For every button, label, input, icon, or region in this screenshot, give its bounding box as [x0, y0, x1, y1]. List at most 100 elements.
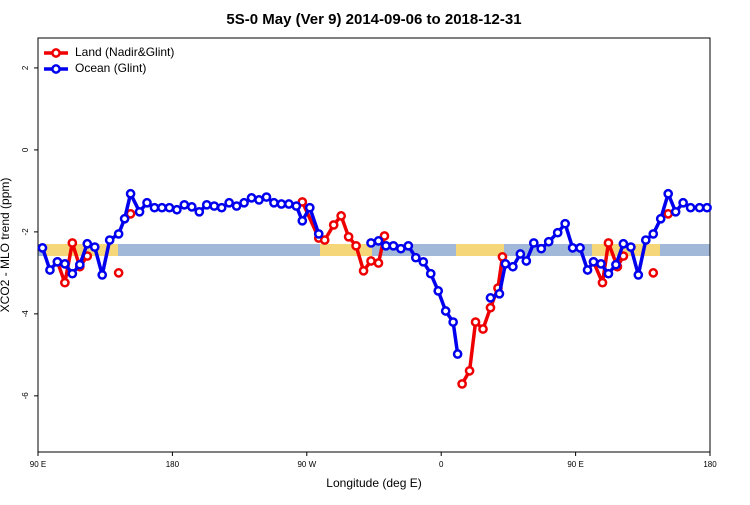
- data-point: [157, 202, 167, 213]
- data-point: [655, 213, 666, 224]
- data-point: [663, 208, 674, 219]
- data-point: [304, 202, 315, 213]
- data-point: [67, 268, 78, 279]
- data-point: [552, 227, 563, 238]
- data-point: [596, 259, 606, 269]
- data-point: [597, 277, 608, 288]
- legend-label: Ocean (Glint): [75, 61, 146, 75]
- data-point: [381, 240, 391, 251]
- plot-frame: [37, 37, 711, 453]
- data-point: [284, 199, 294, 209]
- data-point: [603, 238, 614, 248]
- data-point: [464, 365, 475, 376]
- data-point: [269, 197, 279, 208]
- x-tick-label: 90 W: [297, 460, 316, 469]
- data-point: [104, 235, 115, 245]
- data-point: [396, 243, 406, 254]
- data-point: [319, 235, 330, 245]
- data-point: [500, 259, 511, 269]
- data-point: [678, 197, 688, 208]
- data-point: [45, 265, 55, 275]
- data-point: [67, 238, 78, 248]
- data-point: [60, 259, 70, 269]
- data-point: [448, 317, 458, 327]
- data-point: [179, 199, 190, 210]
- data-point: [508, 261, 518, 272]
- data-point: [478, 324, 488, 334]
- data-point: [485, 302, 496, 313]
- data-point: [457, 379, 467, 389]
- data-point: [291, 201, 302, 211]
- data-point: [297, 215, 308, 226]
- data-point: [74, 259, 85, 270]
- data-point: [97, 270, 108, 280]
- data-point: [410, 252, 421, 263]
- data-point: [366, 256, 376, 266]
- data-point: [246, 193, 257, 203]
- y-tick-label: 2: [21, 65, 30, 70]
- x-tick-label: 90 E: [567, 460, 583, 469]
- data-point: [567, 243, 578, 253]
- data-point: [663, 188, 674, 199]
- x-tick-label: 0: [439, 460, 444, 469]
- data-point: [418, 256, 429, 267]
- data-point: [201, 199, 212, 210]
- land-band: [456, 244, 504, 256]
- data-point: [648, 268, 659, 278]
- data-point: [336, 211, 346, 221]
- data-point: [670, 206, 681, 217]
- data-point: [373, 236, 384, 246]
- y-axis-label: XCO2 - MLO trend (ppm): [0, 178, 12, 313]
- x-tick-label: 180: [703, 460, 717, 469]
- data-point: [640, 235, 651, 245]
- data-point: [134, 206, 145, 217]
- y-tick-label: -4: [21, 310, 30, 318]
- data-point: [343, 231, 354, 242]
- data-point: [119, 213, 130, 224]
- data-point: [216, 202, 227, 213]
- data-point: [82, 238, 93, 249]
- data-point: [425, 268, 436, 279]
- data-point: [209, 201, 220, 211]
- data-point: [433, 286, 444, 296]
- series-line: [55, 201, 625, 385]
- data-point: [470, 317, 481, 327]
- data-point: [194, 206, 205, 217]
- legend-marker: [51, 64, 61, 74]
- data-point: [618, 238, 629, 249]
- y-tick-label: 0: [21, 147, 30, 152]
- data-point: [648, 229, 659, 239]
- data-point: [164, 202, 175, 213]
- data-point: [261, 192, 272, 202]
- x-tick-label: 90 E: [30, 460, 46, 469]
- data-point: [575, 243, 585, 253]
- data-point: [373, 258, 384, 268]
- data-point: [582, 265, 593, 275]
- data-point: [588, 256, 599, 267]
- legend-marker: [51, 48, 61, 58]
- data-point: [89, 242, 100, 252]
- data-point: [440, 306, 451, 316]
- data-point: [149, 202, 160, 213]
- data-point: [186, 202, 197, 212]
- x-tick-label: 180: [166, 460, 180, 469]
- data-point: [239, 197, 249, 208]
- data-point: [113, 268, 124, 278]
- data-point: [388, 240, 399, 251]
- y-tick-label: -6: [21, 392, 30, 400]
- data-point: [560, 218, 570, 229]
- data-point: [403, 240, 414, 251]
- data-point: [515, 249, 526, 259]
- data-point: [358, 265, 369, 276]
- data-point: [379, 231, 390, 241]
- land-band: [320, 244, 372, 256]
- data-point: [452, 349, 463, 359]
- data-point: [685, 202, 696, 213]
- data-point: [702, 202, 712, 213]
- data-point: [142, 197, 152, 208]
- data-point: [37, 243, 48, 253]
- data-point: [351, 240, 361, 251]
- chart-title: 5S-0 May (Ver 9) 2014-09-06 to 2018-12-3…: [226, 11, 521, 28]
